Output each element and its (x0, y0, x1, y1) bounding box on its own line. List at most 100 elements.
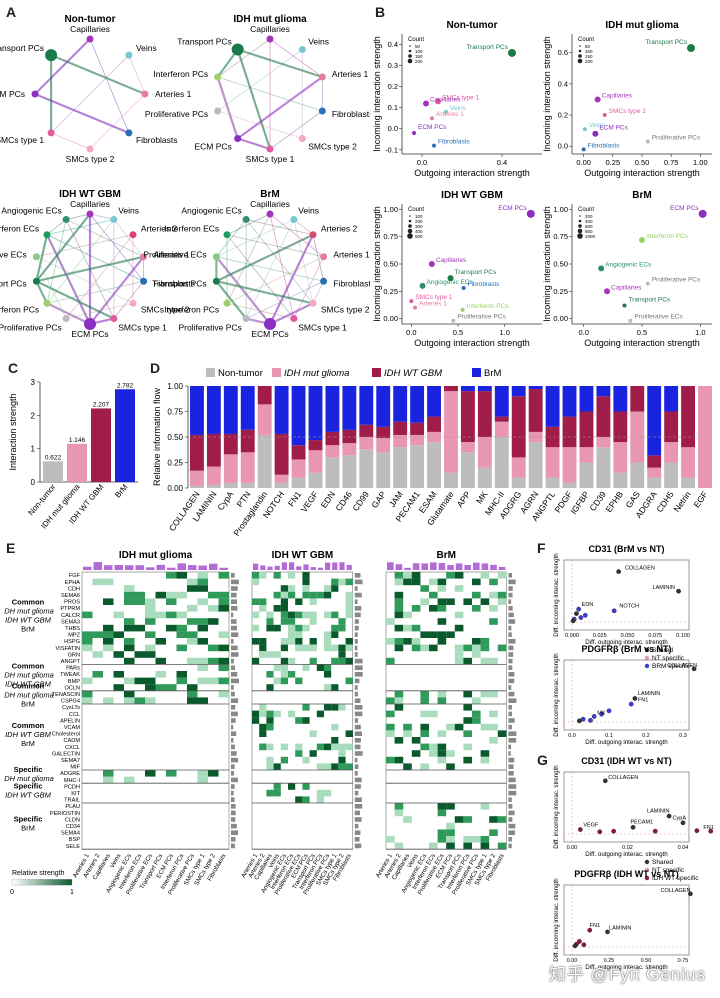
scatter-point (592, 130, 599, 137)
stacked-bar-segment (190, 434, 204, 471)
row-label: OCLN (64, 685, 80, 691)
scatter-point-label: ECM PCs (670, 205, 699, 212)
diff-point (581, 942, 587, 948)
diff-point (691, 666, 697, 672)
network-node-label: Arteries 1 (153, 250, 190, 260)
stacked-bar-segment (393, 421, 408, 435)
row-sum-bar (354, 724, 361, 730)
diff-point (708, 828, 714, 834)
row-sum-bar (231, 764, 235, 769)
heatmap-cell (218, 572, 229, 579)
legend-label: BRM specific (652, 663, 691, 670)
heatmap-cell (113, 684, 124, 691)
group-label: IDH mut glioma (4, 671, 54, 680)
network-edge (293, 256, 324, 319)
heatmap-cell (82, 611, 93, 619)
heatmap-cell (331, 578, 339, 586)
network-edge (216, 219, 295, 258)
network-edge (46, 219, 67, 304)
group-label: IDH WT GBM (5, 616, 52, 625)
heatmap-cell (103, 697, 114, 704)
heatmap-cell (273, 664, 281, 671)
diff-plot-title: CD31 (IDH WT vs NT) (581, 756, 672, 766)
row-sum-bar (508, 731, 517, 736)
stacked-bar-segment (190, 386, 204, 435)
y-tick-label: 0.6 (558, 48, 568, 57)
row-sum-bar (354, 639, 358, 644)
stacked-bar-segment (427, 416, 441, 432)
heatmap-cell (145, 618, 156, 625)
heatmap-cell (288, 783, 296, 790)
diff-plot-title: PDGFRβ (BrM vs NT) (582, 644, 672, 654)
heatmap-cell (145, 697, 156, 704)
heatmap-cell (446, 803, 455, 810)
heatmap-cell (266, 710, 274, 718)
heatmap-cell (420, 730, 429, 737)
heatmap-cell (187, 638, 198, 645)
network-edge (50, 54, 146, 96)
heatmap-cell (497, 644, 507, 652)
heatmap-cell (345, 644, 353, 652)
network-edge (246, 219, 314, 236)
row-label: FGF (69, 573, 81, 579)
network-node-label: Angiogenic ECs (181, 205, 241, 215)
network-edge (245, 219, 295, 319)
heatmap-cell (145, 770, 156, 777)
stacked-bar-segment (613, 472, 628, 488)
network-node (62, 315, 70, 323)
heatmap-cell (437, 743, 447, 751)
heatmap-cell (218, 605, 229, 612)
heatmap-cell (429, 605, 438, 612)
scatter-point (447, 275, 454, 282)
stacked-bar-segment (477, 386, 492, 392)
row-sum-bar (231, 823, 237, 829)
stacked-bar-segment (190, 485, 204, 488)
heatmap-cell (345, 743, 353, 751)
network-edge (34, 38, 91, 95)
x-axis-label: Diff. outgoing interac. strength (585, 639, 668, 646)
scatter-point-label: Interferon PCs (467, 303, 510, 310)
network-edge (46, 234, 144, 282)
row-sum-bar (231, 586, 238, 591)
heatmap-cell (309, 657, 317, 665)
stacked-bar-segment (494, 437, 509, 488)
scatter-point (602, 113, 607, 118)
heatmap-cell (218, 690, 229, 698)
legend-dot (578, 49, 582, 53)
heatmap-cell (338, 750, 346, 757)
heatmap-cell (472, 717, 481, 724)
heatmap-cell (437, 618, 447, 625)
heatmap-cell (309, 611, 317, 619)
legend-swatch (372, 368, 381, 377)
heatmap-cell (124, 690, 135, 698)
heatmap-cell (145, 598, 156, 605)
stacked-bar-segment (190, 470, 204, 486)
legend-dot (644, 663, 650, 669)
row-sum-bar (354, 711, 363, 717)
heatmap-cell (386, 836, 395, 843)
heatmap-cell (295, 598, 303, 605)
network-node-label: Transport PCs (177, 36, 231, 46)
row-label: PROS (64, 600, 80, 606)
heatmap-cell (166, 611, 177, 619)
stacked-bar-segment (393, 434, 408, 448)
heatmap-cell (295, 624, 303, 632)
heatmap-cell (345, 578, 353, 586)
network-edge (46, 219, 115, 304)
row-sum-bar (508, 744, 512, 750)
row-label: GALECTIN (52, 751, 80, 757)
heatmap-cell (197, 585, 208, 592)
heatmap-cell (302, 664, 310, 671)
heatmap-cell (155, 611, 166, 619)
heatmap-cell (331, 684, 339, 691)
heatmap-cell (166, 770, 177, 777)
heatmap-cell (197, 697, 208, 704)
heatmap-cell (166, 684, 177, 691)
network-node (141, 90, 149, 98)
network-node (125, 129, 133, 137)
y-tick-label: 0.4 (558, 79, 568, 88)
row-sum-bar (508, 619, 516, 624)
heatmap-title: BrM (436, 550, 455, 561)
x-tick-label: 0.0 (417, 158, 427, 167)
